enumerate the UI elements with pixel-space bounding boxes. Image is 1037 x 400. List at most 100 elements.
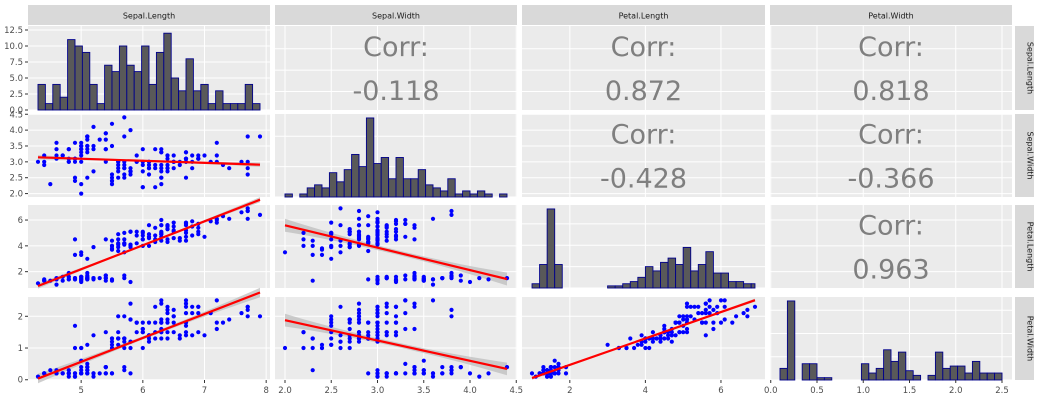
point-2-1-43 (421, 274, 426, 279)
point-3-0-48 (97, 371, 102, 376)
hist-bar-Petal.Width-28 (986, 372, 996, 381)
x-tick-label-0-2: 7 (202, 386, 207, 396)
point-2-0-18 (122, 273, 127, 278)
point-3-0-44 (85, 365, 90, 370)
point-3-1-40 (421, 368, 426, 373)
point-3-2-55 (662, 336, 667, 341)
point-3-2-113 (681, 314, 686, 319)
hist-bar-Petal.Length-12 (622, 283, 631, 289)
point-2-0-54 (171, 236, 176, 241)
hist-bar-Petal.Width-22 (942, 367, 951, 381)
point-1-0-18 (122, 134, 127, 139)
point-1-0-26 (79, 147, 84, 152)
point-3-0-62 (140, 345, 145, 351)
point-2-1-95 (375, 241, 380, 246)
point-3-0-117 (245, 307, 250, 312)
point-2-0-142 (128, 229, 133, 234)
point-2-1-133 (356, 229, 362, 234)
hist-bar-Sepal.Length-0 (37, 83, 46, 111)
point-3-0-15 (122, 365, 127, 370)
point-3-2-92 (643, 339, 648, 344)
hist-bar-Sepal.Width-11 (365, 117, 375, 198)
fit-line-3-1 (284, 319, 508, 371)
point-3-2-41 (541, 368, 546, 373)
hist-bar-Petal.Length-0 (531, 283, 541, 289)
hist-bar-Petal.Length-19 (675, 264, 684, 289)
point-3-1-73 (356, 339, 362, 344)
hist-bar-Petal.Length-20 (682, 246, 692, 289)
hist-bar-Sepal.Width-16 (402, 178, 412, 198)
hist-bar-Petal.Width-12 (868, 372, 877, 381)
point-3-2-108 (711, 320, 716, 325)
point-3-2-110 (684, 314, 690, 319)
point-2-0-71 (146, 243, 152, 248)
point-3-0-146 (159, 317, 164, 322)
point-3-2-128 (703, 311, 708, 316)
point-2-0-89 (109, 243, 115, 248)
point-2-1-89 (329, 243, 334, 248)
point-2-0-76 (190, 233, 195, 238)
point-2-1-14 (467, 279, 473, 285)
point-1-0-38 (42, 159, 47, 164)
point-3-1-85 (412, 326, 417, 332)
point-2-0-2 (60, 278, 65, 283)
point-1-0-148 (153, 147, 158, 152)
point-2-1-34 (384, 276, 389, 281)
point-3-2-109 (722, 298, 727, 303)
hist-bar-Petal.Length-21 (690, 270, 699, 289)
point-3-1-81 (319, 345, 325, 351)
row-strip-0 (1015, 26, 1034, 110)
point-3-0-23 (85, 361, 90, 366)
hist-bar-Sepal.Length-7 (89, 83, 98, 111)
point-3-1-122 (356, 314, 362, 319)
point-3-2-16 (541, 365, 546, 370)
hist-bar-Petal.Length-14 (637, 276, 646, 289)
point-2-1-115 (393, 227, 399, 232)
hist-bar-Petal.Width-26 (971, 360, 981, 381)
point-2-1-62 (301, 243, 306, 248)
hist-bar-Petal.Length-10 (607, 285, 616, 289)
point-2-1-122 (356, 208, 362, 214)
point-3-2-32 (548, 374, 554, 379)
point-1-0-53 (109, 182, 115, 187)
hist-bar-Petal.Length-2 (546, 208, 556, 289)
point-2-1-60 (282, 250, 288, 255)
point-3-0-140 (183, 301, 189, 306)
row-strip-label-1: Sepal.Width (1026, 132, 1035, 180)
point-1-0-79 (122, 172, 127, 177)
point-3-1-136 (412, 301, 417, 306)
point-3-1-93 (310, 345, 315, 351)
point-3-1-147 (375, 314, 380, 319)
column-strip-label-0: Sepal.Length (123, 12, 175, 21)
point-2-1-119 (301, 230, 306, 235)
point-2-0-99 (122, 242, 127, 247)
point-3-1-84 (375, 330, 380, 335)
corr-label-1-2: Corr: (611, 120, 677, 151)
y-tick-label-1-5: 4.5 (9, 110, 23, 120)
point-1-0-83 (140, 169, 145, 174)
point-3-0-52 (196, 330, 201, 335)
point-3-2-112 (700, 311, 705, 316)
hist-bar-Petal.Width-5 (816, 377, 825, 381)
row-strip-1 (1015, 114, 1034, 197)
point-1-0-89 (109, 175, 115, 180)
point-2-1-40 (421, 278, 426, 283)
point-1-0-39 (85, 147, 90, 152)
point-2-1-117 (449, 208, 454, 214)
point-1-0-93 (79, 182, 84, 187)
point-1-0-68 (153, 185, 158, 190)
hist-bar-Sepal.Length-23 (207, 103, 217, 111)
point-1-0-87 (159, 182, 164, 187)
y-tick-label-1-2: 3.0 (9, 158, 23, 168)
point-3-2-37 (545, 374, 550, 379)
point-2-1-44 (449, 270, 454, 276)
point-3-0-31 (103, 365, 108, 370)
point-2-1-82 (347, 245, 352, 250)
point-3-2-119 (681, 330, 686, 335)
point-2-0-130 (227, 216, 232, 221)
point-2-1-118 (338, 206, 343, 211)
point-2-1-135 (375, 216, 380, 221)
x-tick-label-0-0: 5 (78, 386, 83, 396)
hist-bar-Sepal.Width-9 (351, 153, 360, 198)
point-2-0-84 (103, 237, 108, 242)
